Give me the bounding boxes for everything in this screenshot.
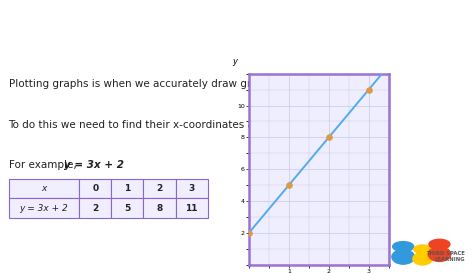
Point	[245, 231, 253, 235]
Bar	[144, 198, 175, 218]
Bar	[79, 198, 111, 218]
Ellipse shape	[392, 250, 414, 264]
Bar	[144, 179, 175, 198]
Text: 2: 2	[92, 204, 98, 213]
Bar	[9, 198, 79, 218]
Bar	[111, 179, 144, 198]
Point	[325, 135, 333, 140]
Text: y = 3x + 2: y = 3x + 2	[64, 160, 124, 170]
Text: 0: 0	[92, 184, 98, 193]
Y-axis label: y: y	[232, 57, 237, 66]
Text: THIRD SPACE
LEARNING: THIRD SPACE LEARNING	[426, 251, 465, 263]
Text: To do this we need to find their x-coordinates and their y-coordinates.: To do this we need to find their x-coord…	[9, 120, 373, 130]
Ellipse shape	[413, 253, 432, 265]
Text: For example,: For example,	[9, 160, 80, 170]
Text: 3: 3	[189, 184, 195, 193]
Bar	[111, 198, 144, 218]
Bar	[79, 179, 111, 198]
Bar	[175, 179, 208, 198]
Point	[365, 87, 373, 92]
Text: 5: 5	[124, 204, 130, 213]
Bar	[175, 198, 208, 218]
Circle shape	[429, 239, 450, 249]
Point	[285, 183, 292, 187]
Text: 11: 11	[185, 204, 198, 213]
Text: x: x	[41, 184, 46, 193]
Text: 8: 8	[156, 204, 163, 213]
Text: Plotting Graphs: Plotting Graphs	[9, 22, 155, 40]
Ellipse shape	[428, 247, 451, 262]
Circle shape	[392, 242, 414, 251]
Text: 1: 1	[124, 184, 130, 193]
Text: Plotting graphs is when we accurately draw graphs of functions.: Plotting graphs is when we accurately dr…	[9, 79, 344, 89]
Circle shape	[414, 245, 431, 253]
Text: y = 3x + 2: y = 3x + 2	[19, 204, 68, 213]
Bar	[9, 179, 79, 198]
Text: 2: 2	[156, 184, 163, 193]
